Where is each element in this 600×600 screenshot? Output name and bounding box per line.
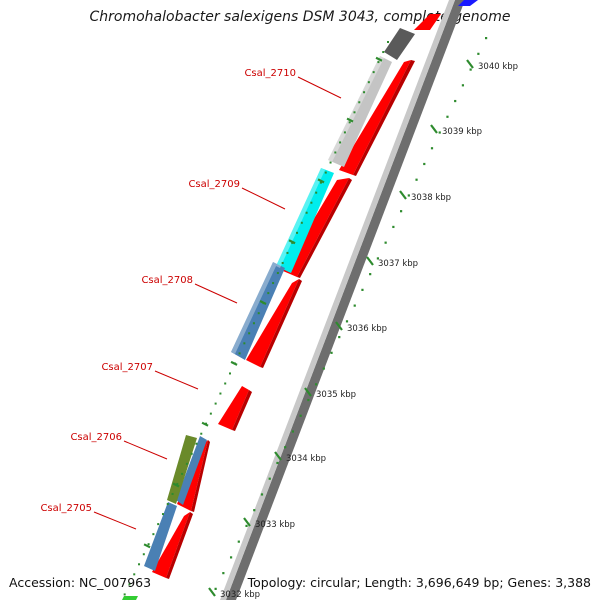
- gene-label: Csal_2706: [70, 432, 122, 443]
- inner-tick: [259, 300, 267, 306]
- scale-tick-label: 3036 kbp: [347, 324, 387, 334]
- scale-tick: [274, 451, 282, 461]
- scale-tick: [466, 59, 474, 69]
- scale-tick: [335, 321, 343, 331]
- inner-tick: [201, 421, 209, 427]
- genome-backbone: [220, 0, 465, 600]
- scale-tick-label: 3037 kbp: [378, 259, 418, 269]
- rev-gene-highlights: [231, 56, 384, 354]
- gene-label-leader: [194, 283, 238, 304]
- scale-track: 3032 kbp 3033 kbp 3034 kbp 3035 kbp 3036 kbp…: [208, 37, 518, 600]
- steel-gene: [144, 502, 177, 571]
- steel-gene-small: [176, 436, 207, 505]
- fwd-gene-arrow: [152, 512, 190, 578]
- scale-tick-label: 3039 kbp: [442, 127, 482, 137]
- fwd-gene-arrow: [218, 386, 249, 430]
- scale-tick: [243, 517, 251, 527]
- scale-tick: [399, 190, 407, 200]
- fwd-gene-shadows: [166, 60, 415, 579]
- forward-strand-genes: [152, 14, 441, 579]
- gene-label-leader: [297, 76, 342, 99]
- olive-gene: [167, 435, 197, 504]
- inner-tick: [346, 117, 354, 123]
- inner-tick: [317, 178, 325, 184]
- gene-label: Csal_2709: [188, 179, 240, 190]
- gene-label: Csal_2705: [40, 503, 92, 514]
- gene-label: Csal_2707: [101, 362, 153, 373]
- gene-label-leader: [123, 440, 168, 460]
- scale-tick: [366, 256, 374, 266]
- fwd-gene-arrow: [246, 279, 299, 367]
- gene-label: Csal_2708: [141, 275, 193, 286]
- scale-tick-label: 3040 kbp: [478, 62, 518, 72]
- inner-tick: [375, 56, 383, 62]
- gene-label-leader: [241, 187, 286, 210]
- inner-dotted-track: [123, 41, 389, 596]
- fwd-gene-arrow: [339, 60, 411, 175]
- inner-tick: [230, 360, 238, 366]
- gene-label-leader: [93, 511, 137, 530]
- gene-label: Csal_2710: [244, 68, 296, 79]
- scale-tick-label: 3033 kbp: [255, 520, 295, 530]
- scale-tick: [208, 587, 216, 597]
- inner-tick: [288, 239, 296, 245]
- gene-labels: Csal_2705 Csal_2706 Csal_2707 Csal_2708 Csal…: [40, 68, 342, 530]
- accession-label: Accession: NC_007963: [9, 575, 152, 590]
- blue-gene: [458, 0, 478, 6]
- green-gene: [122, 596, 138, 600]
- steel-gene: [231, 262, 285, 360]
- scale-tick: [430, 124, 438, 134]
- scale-tick-label: 3032 kbp: [220, 590, 260, 600]
- inner-tick: [172, 482, 180, 488]
- cyan-gene: [276, 168, 334, 273]
- reverse-strand-genes: [122, 0, 478, 600]
- scale-tick-label: 3034 kbp: [286, 454, 326, 464]
- scale-tick-label: 3035 kbp: [316, 390, 356, 400]
- fwd-gene-arrow: [414, 14, 441, 30]
- scale-tick: [304, 387, 312, 397]
- inner-tick: [143, 543, 151, 549]
- map-title: Chromohalobacter salexigens DSM 3043, co…: [89, 9, 511, 25]
- light-grey-gene: [328, 56, 392, 167]
- gene-label-leader: [154, 370, 199, 390]
- dark-grey-gene: [384, 28, 415, 60]
- scale-tick-label: 3038 kbp: [411, 193, 451, 203]
- genome-info-label: Topology: circular; Length: 3,696,649 bp…: [247, 575, 591, 590]
